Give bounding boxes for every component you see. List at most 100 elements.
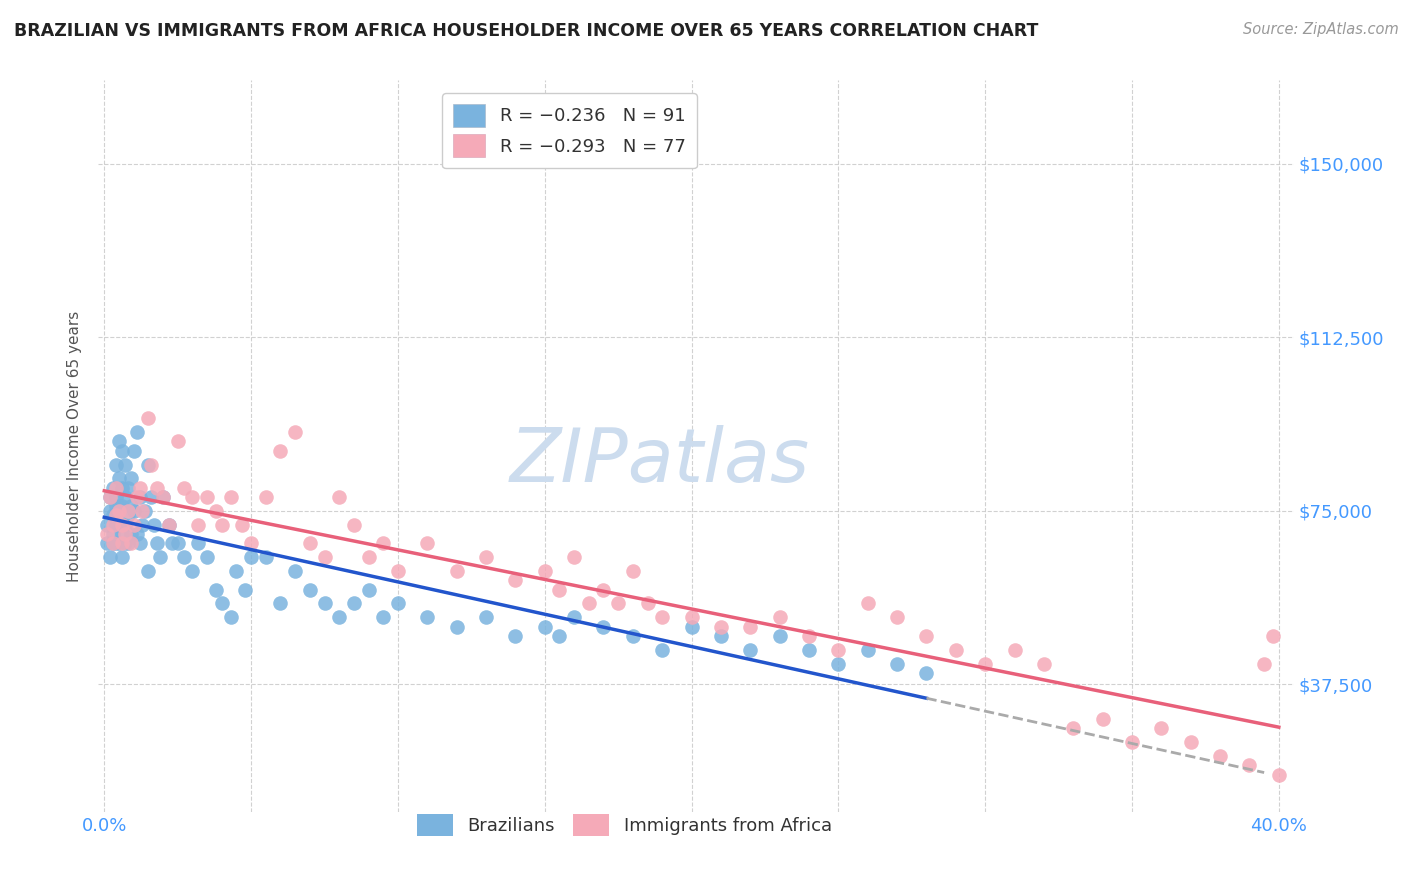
Point [98, 490, 121, 504]
Point [111, 527, 134, 541]
Point [108, 434, 131, 449]
Point [1004, 642, 1026, 657]
Point [387, 596, 409, 610]
Point [152, 490, 174, 504]
Point [607, 596, 630, 610]
Point [621, 564, 644, 578]
Point [117, 504, 139, 518]
Point [173, 481, 195, 495]
Point [128, 536, 150, 550]
Point [125, 490, 148, 504]
Point [475, 610, 498, 624]
Point [856, 642, 879, 657]
Point [548, 582, 571, 597]
Point [681, 610, 703, 624]
Point [343, 517, 366, 532]
Point [446, 619, 468, 633]
Point [138, 411, 160, 425]
Text: Source: ZipAtlas.com: Source: ZipAtlas.com [1243, 22, 1399, 37]
Point [114, 490, 136, 504]
Point [146, 481, 169, 495]
Point [157, 517, 180, 532]
Point [122, 517, 145, 532]
Point [1062, 722, 1084, 736]
Point [343, 596, 366, 610]
Point [114, 458, 136, 472]
Point [128, 481, 150, 495]
Point [181, 564, 204, 578]
Point [105, 508, 128, 523]
Point [328, 490, 350, 504]
Point [181, 490, 204, 504]
Point [314, 550, 336, 565]
Point [131, 504, 153, 518]
Point [108, 517, 131, 532]
Point [101, 527, 124, 541]
Point [114, 527, 136, 541]
Point [105, 490, 128, 504]
Point [134, 504, 156, 518]
Point [173, 550, 195, 565]
Point [101, 536, 124, 550]
Point [254, 550, 277, 565]
Point [131, 517, 153, 532]
Point [915, 629, 938, 643]
Point [211, 596, 233, 610]
Point [225, 564, 247, 578]
Point [254, 490, 277, 504]
Point [769, 629, 792, 643]
Point [122, 443, 145, 458]
Point [111, 517, 134, 532]
Point [505, 574, 527, 588]
Point [797, 629, 820, 643]
Point [710, 619, 733, 633]
Point [945, 642, 967, 657]
Point [886, 657, 908, 671]
Point [740, 619, 762, 633]
Point [915, 665, 938, 680]
Point [797, 642, 820, 657]
Point [416, 610, 439, 624]
Point [710, 629, 733, 643]
Point [284, 564, 307, 578]
Point [111, 443, 134, 458]
Point [101, 517, 124, 532]
Point [651, 642, 673, 657]
Point [108, 504, 131, 518]
Point [205, 504, 228, 518]
Point [108, 536, 131, 550]
Point [138, 458, 160, 472]
Point [886, 610, 908, 624]
Point [96, 527, 118, 541]
Point [1268, 767, 1291, 781]
Point [827, 657, 849, 671]
Text: ZIPatlas: ZIPatlas [510, 425, 810, 497]
Point [111, 550, 134, 565]
Point [101, 481, 124, 495]
Point [128, 490, 150, 504]
Point [157, 517, 180, 532]
Point [98, 504, 121, 518]
Point [357, 550, 380, 565]
Point [114, 536, 136, 550]
Point [143, 517, 166, 532]
Point [96, 517, 118, 532]
Point [621, 629, 644, 643]
Point [108, 471, 131, 485]
Point [231, 517, 253, 532]
Point [387, 564, 409, 578]
Point [111, 536, 134, 550]
Point [187, 536, 209, 550]
Point [284, 425, 307, 439]
Point [357, 582, 380, 597]
Point [446, 564, 468, 578]
Point [111, 481, 134, 495]
Point [1032, 657, 1054, 671]
Point [205, 582, 228, 597]
Y-axis label: Householder Income Over 65 years: Householder Income Over 65 years [67, 310, 83, 582]
Point [117, 481, 139, 495]
Point [120, 499, 142, 513]
Point [592, 619, 614, 633]
Point [122, 504, 145, 518]
Point [105, 517, 128, 532]
